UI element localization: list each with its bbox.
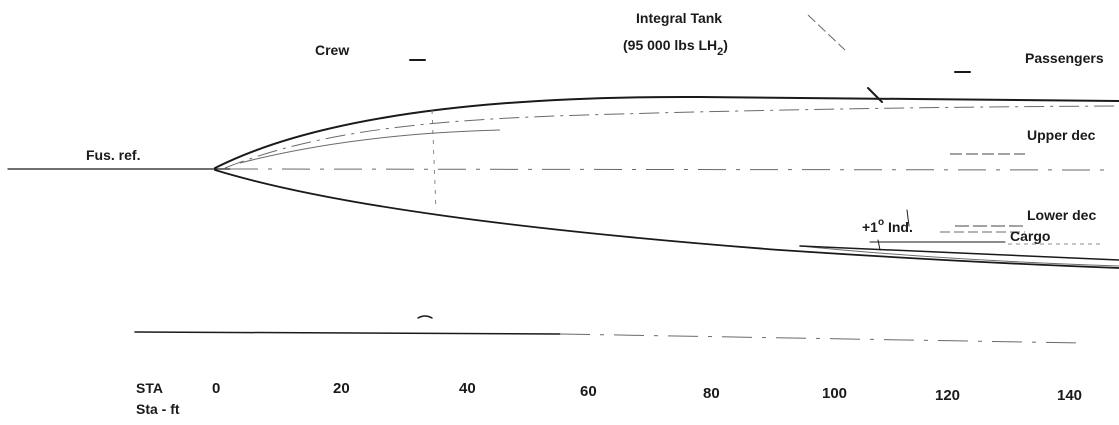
- tank-leader-line: [807, 14, 846, 51]
- upper-inner-contour: [224, 105, 1119, 169]
- station-tick-label: 20: [333, 380, 350, 397]
- lower-deck-label: Lower dec: [1027, 207, 1096, 223]
- crew-bulkhead: [431, 109, 437, 211]
- cargo-label: Cargo: [1010, 228, 1050, 244]
- upper-inner-contour-2: [239, 129, 501, 164]
- fuselage-reference-line-dashed: [229, 168, 1111, 171]
- crew-label: Crew: [315, 42, 349, 58]
- station-tick-label: 0: [212, 380, 220, 397]
- tank-bulkhead-mark: [867, 87, 883, 103]
- integral-tank-capacity: (95 000 lbs LH2): [623, 37, 728, 58]
- incidence-label: +1o Ind.: [862, 217, 913, 235]
- upper-deck-label: Upper dec: [1027, 127, 1096, 143]
- station-tick-label: 100: [822, 385, 847, 402]
- integral-tank-label: Integral Tank: [636, 10, 722, 26]
- station-tick-label: 40: [459, 380, 476, 397]
- station-tick-label: 80: [703, 385, 720, 402]
- station-tick-label: 120: [935, 387, 960, 404]
- sta-label: STA: [136, 380, 163, 396]
- cargo-floor-line: [799, 245, 1119, 261]
- upper-fuselage-contour: [214, 95, 1119, 169]
- lower-fuselage-contour: [214, 169, 1119, 269]
- fuselage-reference-label: Fus. ref.: [86, 147, 140, 163]
- station-tick-label: 60: [580, 383, 597, 400]
- incidence-arrow-base: [877, 239, 881, 251]
- passengers-label: Passengers: [1025, 50, 1104, 66]
- station-tick-labels: 0 20 40 60 80 100 120 140: [212, 380, 1082, 404]
- lower-inner-contour: [799, 245, 1119, 267]
- ground-reference-line-dashed: [559, 333, 1081, 344]
- incidence-arrow: [906, 209, 910, 227]
- station-tick-label: 140: [1057, 387, 1082, 404]
- ground-bump: [417, 315, 433, 319]
- ground-reference-line: [134, 331, 561, 335]
- sta-ft-label: Sta - ft: [136, 401, 180, 417]
